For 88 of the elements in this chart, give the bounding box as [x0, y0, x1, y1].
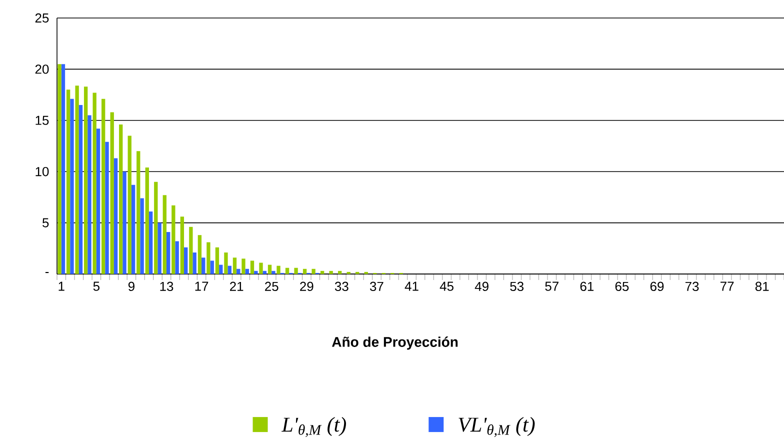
bar — [66, 90, 70, 274]
y-tick-label: - — [45, 272, 49, 274]
bar — [78, 105, 83, 274]
bar — [285, 268, 290, 274]
bar — [236, 268, 240, 274]
bar — [198, 235, 202, 274]
x-tick-label: 5 — [93, 282, 100, 291]
bar — [122, 172, 126, 274]
legend-label: VL'$_{θ,M}$ (t) — [458, 417, 535, 437]
x-tick-label: 9 — [128, 282, 134, 292]
bar — [294, 268, 298, 274]
bar — [131, 184, 136, 274]
x-tick-label: 21 — [230, 282, 244, 291]
y-tick-label: 10 — [36, 166, 49, 176]
bar — [254, 270, 258, 274]
y-tick-label: 5 — [42, 218, 49, 228]
bar — [338, 270, 342, 274]
bar — [162, 195, 166, 274]
x-tick-label: 57 — [545, 282, 558, 291]
y-tick-label: 20 — [35, 64, 49, 74]
bar — [92, 92, 96, 274]
x-tick-label: 17 — [195, 282, 208, 291]
bar — [219, 264, 223, 274]
bar — [192, 252, 196, 274]
bar — [250, 260, 254, 274]
x-tick-label: 1 — [58, 282, 64, 291]
bar — [145, 168, 149, 274]
x-tick-label: 61 — [580, 282, 594, 292]
x-tick-label: 73 — [685, 282, 699, 292]
bar — [312, 268, 316, 274]
bar — [276, 266, 280, 274]
x-tick-label: 29 — [300, 282, 314, 292]
bar — [70, 98, 74, 274]
x-tick-label: 49 — [474, 282, 488, 292]
bar — [189, 226, 193, 274]
x-axis-title: Año de Proyección — [332, 336, 458, 350]
bar — [320, 270, 324, 274]
bar — [96, 128, 100, 274]
bar — [148, 212, 153, 274]
bar — [136, 151, 140, 274]
x-tick-label: 81 — [755, 282, 769, 292]
y-tick-label: 15 — [36, 116, 49, 125]
x-tick-label: 77 — [720, 282, 734, 291]
bar — [140, 198, 144, 274]
bar — [110, 112, 114, 274]
bar — [154, 182, 158, 274]
bar — [262, 270, 267, 274]
bar — [105, 142, 109, 274]
bar — [128, 136, 132, 274]
bar — [272, 270, 276, 274]
x-tick-label: 53 — [510, 282, 524, 292]
bar — [158, 222, 162, 274]
legend-label: L'$_{θ,M}$ (t) — [282, 417, 346, 437]
bar — [75, 86, 79, 274]
bar — [114, 158, 118, 274]
x-tick-label: 45 — [440, 282, 454, 291]
bar — [184, 247, 188, 274]
x-tick-label: 37 — [370, 282, 384, 292]
bar — [302, 268, 307, 274]
bar — [268, 264, 272, 274]
bar — [172, 205, 176, 274]
x-tick-label: 65 — [615, 282, 629, 292]
bar — [245, 268, 249, 274]
x-tick-label: 41 — [404, 282, 418, 291]
bar — [210, 260, 214, 274]
bar — [206, 242, 210, 274]
x-tick-label: 25 — [265, 282, 278, 292]
bar — [259, 262, 263, 274]
bar — [215, 247, 220, 274]
x-tick-label: 33 — [334, 282, 348, 292]
x-tick-label: 69 — [650, 282, 664, 292]
bar — [119, 124, 123, 274]
x-tick-label: 13 — [160, 282, 174, 292]
bar — [202, 258, 206, 274]
bar — [166, 232, 170, 274]
bar — [329, 270, 333, 274]
bar — [224, 252, 228, 274]
bar — [228, 266, 232, 274]
bar — [88, 115, 92, 274]
bar — [101, 98, 106, 274]
bar — [58, 64, 62, 274]
bar — [84, 86, 88, 274]
bar — [232, 258, 237, 274]
bar — [61, 64, 66, 274]
bar — [175, 241, 179, 274]
bar — [242, 258, 246, 274]
bar — [180, 216, 184, 274]
y-tick-label: 25 — [35, 13, 49, 23]
